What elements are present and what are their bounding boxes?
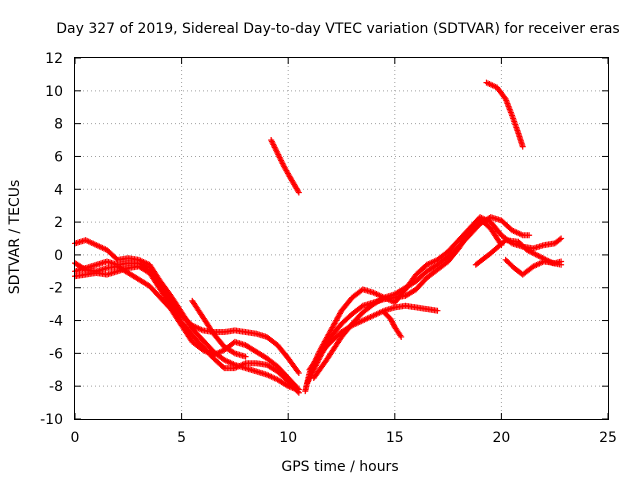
data-point: [295, 188, 302, 195]
data-point: [398, 333, 405, 340]
y-axis-label: SDTVAR / TECUs: [7, 180, 23, 295]
series-track-1: [72, 237, 300, 393]
series-track-10: [310, 214, 533, 381]
y-tick-label: 4: [54, 182, 63, 198]
y-tick-label: -2: [49, 281, 63, 297]
y-tick-label: -4: [49, 314, 63, 330]
data-point: [242, 353, 249, 360]
data-point: [294, 368, 301, 375]
data-point: [295, 189, 302, 196]
data-point: [558, 235, 565, 242]
plot-frame: [74, 57, 609, 420]
series-track-4: [72, 263, 302, 396]
data-point: [501, 238, 508, 245]
data-point: [519, 143, 526, 150]
x-tick-label: 25: [599, 430, 617, 446]
y-tick-label: -6: [49, 346, 63, 362]
data-point: [558, 258, 565, 265]
y-tick-label: 0: [54, 248, 63, 264]
series-track-3: [72, 258, 302, 377]
y-tick-label: 8: [54, 117, 63, 133]
series-track-8: [304, 215, 505, 386]
series-track-9: [306, 302, 441, 373]
x-tick-label: 5: [177, 430, 186, 446]
data-point: [556, 236, 563, 243]
data-layer: [72, 79, 565, 396]
series-track-14: [483, 79, 526, 150]
grid-layer: [75, 58, 608, 419]
y-tick-label: 12: [45, 51, 63, 67]
data-point: [230, 349, 237, 356]
data-point: [295, 389, 302, 396]
x-tick-label: 15: [386, 430, 404, 446]
chart-title: Day 327 of 2019, Sidereal Day-to-day VTE…: [56, 21, 619, 37]
data-point: [379, 295, 386, 302]
series-track-7: [302, 214, 565, 395]
y-tick-label: 2: [54, 215, 63, 231]
data-point: [220, 364, 227, 371]
y-tick-label: -8: [49, 379, 63, 395]
data-point: [526, 232, 533, 239]
data-point: [434, 307, 441, 314]
x-axis-label: GPS time / hours: [281, 459, 398, 475]
axis-layer: 0 5 10 15 20 25 -10 -8 -6 -4 -2 0 2 4 6 8 10 12: [40, 51, 617, 446]
y-tick-label: -10: [40, 412, 63, 428]
x-tick-label: 20: [492, 430, 510, 446]
series-track-6: [268, 137, 302, 196]
series-track-13: [502, 256, 565, 278]
series-track-11: [381, 309, 405, 340]
data-point: [113, 255, 120, 262]
y-tick-label: 6: [54, 149, 63, 165]
series-track-5: [189, 297, 249, 360]
x-tick-label: 10: [279, 430, 297, 446]
data-point: [294, 388, 301, 395]
y-tick-label: 10: [45, 84, 63, 100]
x-tick-label: 0: [71, 430, 80, 446]
data-point: [295, 370, 302, 377]
